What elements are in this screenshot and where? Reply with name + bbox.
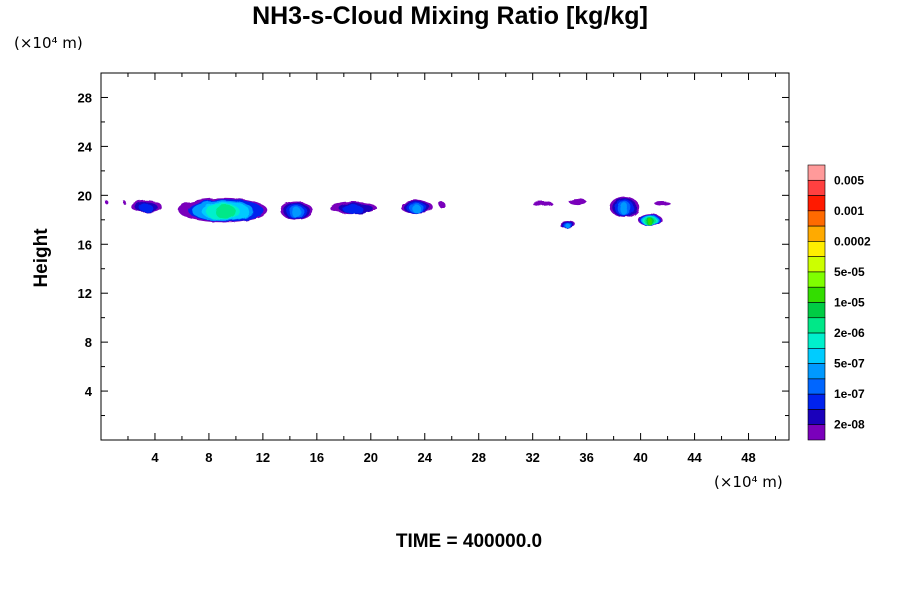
x-tick-label: 28 [471,450,485,465]
x-tick-label: 20 [364,450,378,465]
colorbar-swatch [807,363,826,380]
contour-level [647,218,653,226]
colorbar-swatch [807,302,826,319]
cloud-feature [609,196,640,218]
x-tick-label: 40 [633,450,647,465]
x-tick-label: 44 [687,450,702,465]
cloud-feature [559,221,576,229]
colorbar-label: 5e-05 [834,265,865,279]
cloud-feature [280,201,313,220]
plot-area [104,196,671,229]
colorbar-swatch [807,332,826,349]
colorbar-swatch [807,225,826,242]
x-tick-label: 48 [741,450,755,465]
y-tick-label: 16 [78,237,92,252]
cloud-feature [178,197,268,223]
cloud-feature [438,201,445,208]
contour-level [104,200,108,204]
contour-level [215,204,237,220]
x-tick-label: 12 [256,450,270,465]
y-tick-label: 24 [78,139,93,154]
x-tick-label: 4 [151,450,159,465]
contour-level [139,203,153,213]
x-tick-label: 24 [418,450,433,465]
colorbar-swatch [807,195,826,212]
colorbar-label: 0.0002 [834,234,871,248]
contour-level [412,204,422,213]
colorbar-swatch [807,271,826,288]
colorbar: 0.005 0.001 0.0002 5e-05 1e-05 2e-06 5e-07 1e-0… [807,164,871,441]
colorbar-swatch [807,393,826,410]
x-tick-label: 36 [579,450,593,465]
contour-level [342,204,364,214]
cloud-feature [637,213,663,226]
colorbar-swatch [807,378,826,395]
cloud-feature [104,200,108,204]
contour-level [122,200,126,204]
colorbar-swatch [807,409,826,426]
colorbar-swatch [807,348,826,364]
colorbar-label: 0.001 [834,204,864,218]
contour-level [438,201,445,208]
contour-level [620,202,629,216]
cloud-feature [130,200,162,213]
x-tick-label: 32 [525,450,539,465]
cloud-feature [569,199,587,206]
time-label: TIME = 400000.0 [395,531,543,552]
y-tick-label: 4 [85,384,93,399]
y-tick-label: 8 [85,335,92,350]
colorbar-label: 2e-06 [834,326,865,340]
x-tick-label: 8 [205,450,212,465]
colorbar-swatch [807,317,826,334]
contour-level [569,199,587,206]
colorbar-swatch [807,210,826,227]
colorbar-swatch [807,179,826,196]
colorbar-label: 0.005 [834,173,864,187]
colorbar-swatch [807,164,826,181]
y-tick-label: 12 [78,286,92,301]
colorbar-label: 5e-07 [834,357,865,371]
colorbar-label: 1e-07 [834,387,865,401]
contour-level [532,201,553,207]
cloud-feature [122,200,126,204]
plot-frame [100,72,790,441]
cloud-feature [400,200,433,214]
contour-level [654,201,671,206]
x-unit-label: (×10⁴ m) [714,473,783,491]
x-tick-label: 16 [310,450,324,465]
cloud-feature [329,201,377,214]
chart-title: NH3-s-Cloud Mixing Ratio [kg/kg] [252,2,648,30]
cloud-feature [654,201,671,206]
colorbar-swatch [807,241,826,257]
contour-level [292,207,302,219]
colorbar-swatch [807,424,826,441]
y-unit-label: (×10⁴ m) [14,34,83,52]
y-tick-label: 28 [78,90,92,105]
cloud-feature [532,201,553,207]
colorbar-label: 1e-05 [834,296,865,310]
y-tick-label: 20 [78,188,92,203]
contour-level [565,223,570,229]
colorbar-swatch [807,256,826,273]
colorbar-label: 2e-08 [834,418,865,432]
colorbar-swatch [807,286,826,303]
